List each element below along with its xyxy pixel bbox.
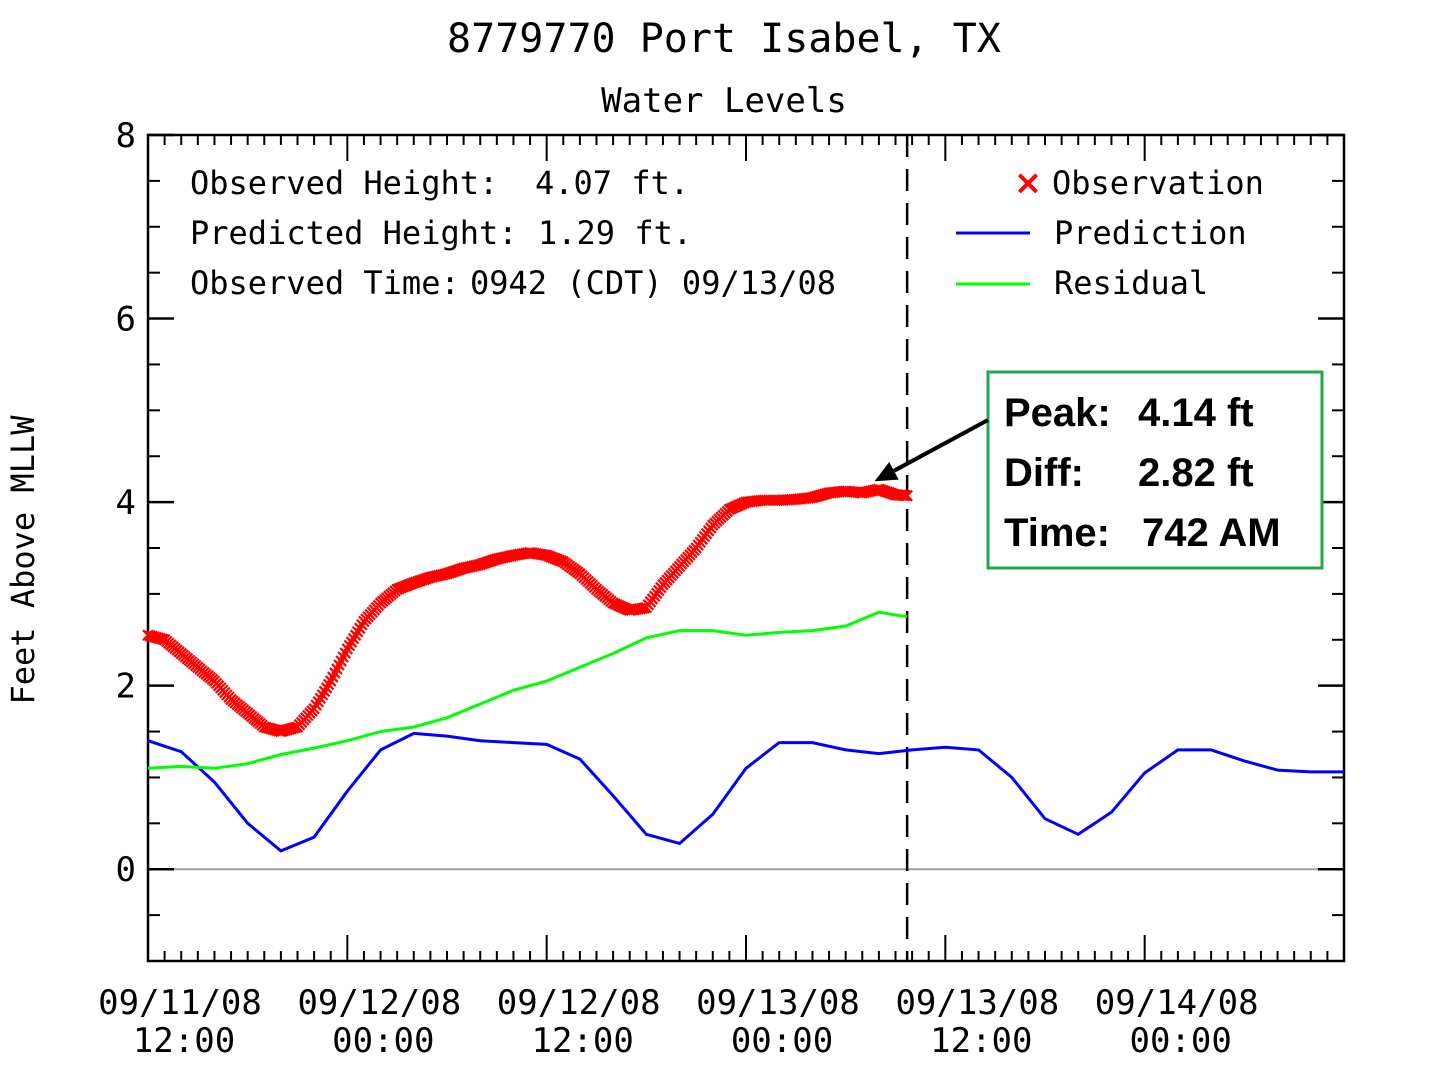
y-tick-label: 0 [116,850,136,890]
x-tick-time-label: 00:00 [332,1021,434,1061]
x-tick-time-label: 00:00 [731,1021,833,1061]
x-tick-time-label: 12:00 [930,1021,1032,1061]
legend-observation-label: Observation [1052,164,1264,202]
peak-callout: Peak: 4.14 ft Diff: 2.82 ft Time: 742 AM [874,370,1324,570]
y-tick-label: 4 [116,483,136,523]
callout-arrow [892,418,989,473]
x-axis-ticks [147,135,1345,961]
x-tick-date-label: 09/11/08 [98,983,262,1023]
x-tick-date-label: 09/12/08 [497,983,661,1023]
legend-prediction-label: Prediction [1054,214,1247,252]
observed-time-value: 0942 (CDT) 09/13/08 [470,264,836,302]
chart-subtitle: Water Levels [601,81,847,121]
callout-peak-value: 4.14 ft [1138,391,1254,435]
y-axis-ticks: 0 2 4 6 8 [116,116,1344,962]
observation-point [901,489,913,502]
callout-box [986,370,1324,570]
predicted-height-label: Predicted Height: [190,214,518,252]
callout-diff-value: 2.82 ft [1138,451,1254,495]
x-tick-time-label: 12:00 [133,1021,235,1061]
observation-series [142,483,913,738]
predicted-height-value: 1.29 ft. [538,214,692,252]
y-axis-label: Feet Above MLLW [4,415,42,705]
y-tick-label: 6 [116,300,136,340]
x-tick-time-label: 12:00 [531,1021,633,1061]
legend-residual-label: Residual [1054,264,1208,302]
callout-diff-label: Diff: [1004,451,1084,495]
callout-peak-label: Peak: [1004,391,1111,435]
x-axis-labels: 09/11/0812:0009/12/0800:0009/12/0812:000… [98,983,1258,1061]
observed-height-label: Observed Height: [190,164,498,202]
residual-series-line [147,610,908,770]
chart-title: 8779770 Port Isabel, TX [447,16,1001,62]
x-tick-date-label: 09/12/08 [297,983,461,1023]
x-tick-time-label: 00:00 [1129,1021,1231,1061]
observed-height-value: 4.07 ft. [535,164,689,202]
y-tick-label: 2 [116,667,136,707]
observed-time-label: Observed Time: [190,264,460,302]
x-tick-date-label: 09/13/08 [895,983,1059,1023]
observation-point [636,602,648,615]
x-tick-date-label: 09/13/08 [696,983,860,1023]
legend: × Observation Prediction Residual [956,163,1264,302]
y-tick-label: 8 [116,116,136,156]
legend-observation-marker: × [1014,163,1043,203]
callout-time-value: 742 AM [1142,511,1281,555]
callout-time-label: Time: [1004,511,1110,555]
x-tick-date-label: 09/14/08 [1095,983,1259,1023]
callout-arrowhead [874,462,899,482]
prediction-series-line [147,731,1344,853]
